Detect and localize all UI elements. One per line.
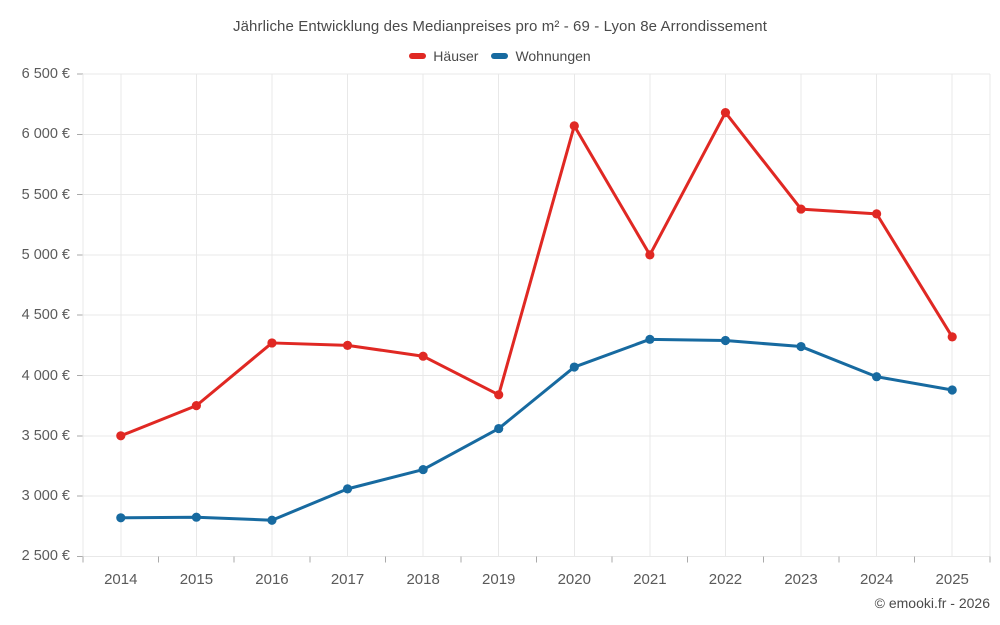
x-axis-tick-label: 2017	[330, 571, 365, 588]
data-point-h-user-2024[interactable]	[872, 209, 882, 219]
data-point-wohnungen-2024[interactable]	[872, 372, 882, 382]
x-axis-tick-label: 2025	[935, 571, 969, 588]
data-point-h-user-2018[interactable]	[418, 351, 428, 361]
data-point-h-user-2025[interactable]	[947, 332, 957, 342]
data-point-h-user-2015[interactable]	[191, 401, 201, 411]
data-point-h-user-2022[interactable]	[720, 107, 731, 118]
data-point-h-user-2019[interactable]	[494, 390, 504, 400]
chart-title: Jährliche Entwicklung des Medianpreises …	[233, 18, 767, 35]
data-point-h-user-2021[interactable]	[645, 250, 655, 260]
legend: Häuser Wohnungen	[0, 48, 1000, 64]
x-axis-tick-label: 2015	[179, 571, 214, 588]
legend-label-wohnungen: Wohnungen	[515, 48, 591, 64]
data-point-wohnungen-2025[interactable]	[947, 385, 957, 395]
legend-swatch-hauser-icon	[409, 53, 427, 59]
series-line-h-user	[119, 111, 954, 438]
x-axis-tick-label: 2022	[708, 571, 743, 588]
data-point-h-user-2020[interactable]	[569, 121, 579, 131]
y-axis-tick-label: 6 000 €	[21, 126, 70, 143]
data-point-wohnungen-2019[interactable]	[494, 423, 504, 434]
y-axis-tick-label: 4 000 €	[21, 367, 70, 384]
x-axis-tick-label: 2024	[859, 571, 894, 588]
legend-item-wohnungen[interactable]: Wohnungen	[491, 48, 591, 64]
x-axis-tick-label: 2018	[406, 571, 440, 588]
data-point-wohnungen-2018[interactable]	[418, 464, 428, 475]
y-axis-tick-label: 3 500 €	[21, 427, 70, 444]
legend-label-hauser: Häuser	[433, 48, 479, 64]
legend-item-hauser[interactable]: Häuser	[409, 48, 478, 64]
data-point-wohnungen-2021[interactable]	[645, 334, 655, 344]
y-axis-tick-label: 6 500 €	[21, 66, 70, 82]
x-axis-tick-label: 2019	[482, 571, 516, 588]
data-point-h-user-2014[interactable]	[116, 431, 126, 441]
data-point-wohnungen-2022[interactable]	[720, 335, 731, 346]
y-axis-tick-label: 3 000 €	[21, 488, 70, 505]
data-point-h-user-2017[interactable]	[342, 340, 353, 350]
y-axis-tick-label: 4 500 €	[21, 307, 70, 324]
credits-link[interactable]: © emooki.fr - 2026	[874, 595, 990, 611]
legend-swatch-wohnungen-icon	[491, 53, 509, 59]
y-axis-tick-label: 2 500 €	[21, 548, 70, 565]
data-point-wohnungen-2015[interactable]	[191, 512, 201, 522]
x-axis-tick-label: 2021	[633, 571, 667, 588]
x-axis-tick-label: 2023	[784, 571, 818, 588]
data-point-h-user-2023[interactable]	[796, 204, 806, 214]
series-line-wohnungen	[119, 337, 954, 522]
data-point-h-user-2016[interactable]	[267, 338, 277, 348]
data-point-wohnungen-2023[interactable]	[796, 341, 806, 352]
x-axis-tick-label: 2020	[557, 571, 591, 588]
data-point-wohnungen-2014[interactable]	[116, 513, 126, 523]
data-point-wohnungen-2017[interactable]	[342, 484, 353, 494]
y-axis-tick-label: 5 000 €	[21, 246, 70, 263]
x-axis-tick-label: 2014	[104, 571, 138, 588]
y-axis-tick-label: 5 500 €	[21, 186, 70, 203]
data-point-wohnungen-2016[interactable]	[267, 515, 277, 525]
x-axis-tick-label: 2016	[255, 571, 289, 588]
data-point-wohnungen-2020[interactable]	[569, 362, 579, 372]
